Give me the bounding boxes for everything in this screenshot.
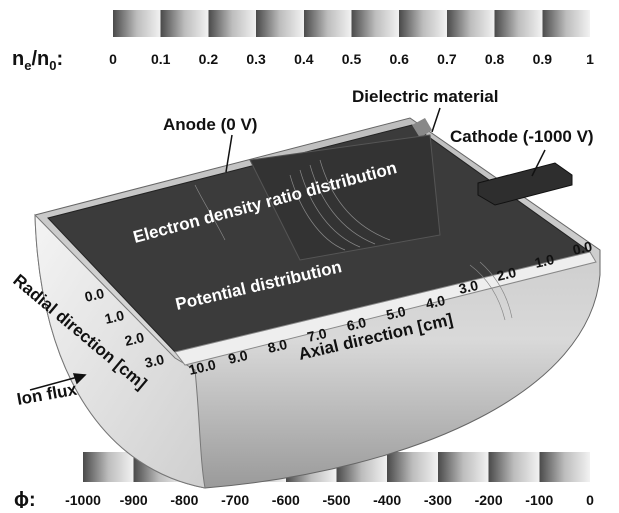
potential-tick-label: -700 bbox=[221, 492, 249, 508]
density-tick-label: 0.2 bbox=[199, 51, 219, 67]
density-tick-label: 0.6 bbox=[389, 51, 409, 67]
annotation-dielectric: Dielectric material bbox=[352, 87, 498, 106]
density-tick-label: 0.9 bbox=[533, 51, 553, 67]
figure: ne/n0: ϕ: 0 0.1 0.2 0.3 0.4 0.5 0.6 0.7 0.8 0.9 1 -… bbox=[0, 0, 619, 508]
density-tick-label: 0.3 bbox=[246, 51, 266, 67]
potential-tick-label: -600 bbox=[272, 492, 300, 508]
potential-tick-label: -400 bbox=[373, 492, 401, 508]
potential-tick-label: -100 bbox=[525, 492, 553, 508]
potential-colorbar-label: ϕ: bbox=[14, 489, 36, 508]
density-tick-label: 0.8 bbox=[485, 51, 505, 67]
potential-tick-label: -800 bbox=[170, 492, 198, 508]
density-colorbar bbox=[113, 10, 590, 37]
potential-tick-label: -1000 bbox=[65, 492, 101, 508]
potential-tick-label: -500 bbox=[322, 492, 350, 508]
density-colorbar-label: ne/n0: bbox=[12, 48, 63, 73]
density-tick-label: 0.4 bbox=[294, 51, 314, 67]
annotation-cathode: Cathode (-1000 V) bbox=[450, 127, 594, 146]
potential-tick-label: -200 bbox=[475, 492, 503, 508]
potential-tick-label: -900 bbox=[120, 492, 148, 508]
density-tick-label: 1 bbox=[586, 51, 594, 67]
density-tick-label: 0.7 bbox=[437, 51, 457, 67]
annotation-ion-flux: Ion flux bbox=[15, 380, 78, 409]
density-tick-label: 0.5 bbox=[342, 51, 362, 67]
annotation-anode: Anode (0 V) bbox=[163, 115, 257, 134]
density-tick-label: 0 bbox=[109, 51, 117, 67]
density-tick-label: 0.1 bbox=[151, 51, 171, 67]
potential-tick-label: 0 bbox=[586, 492, 594, 508]
potential-tick-label: -300 bbox=[424, 492, 452, 508]
